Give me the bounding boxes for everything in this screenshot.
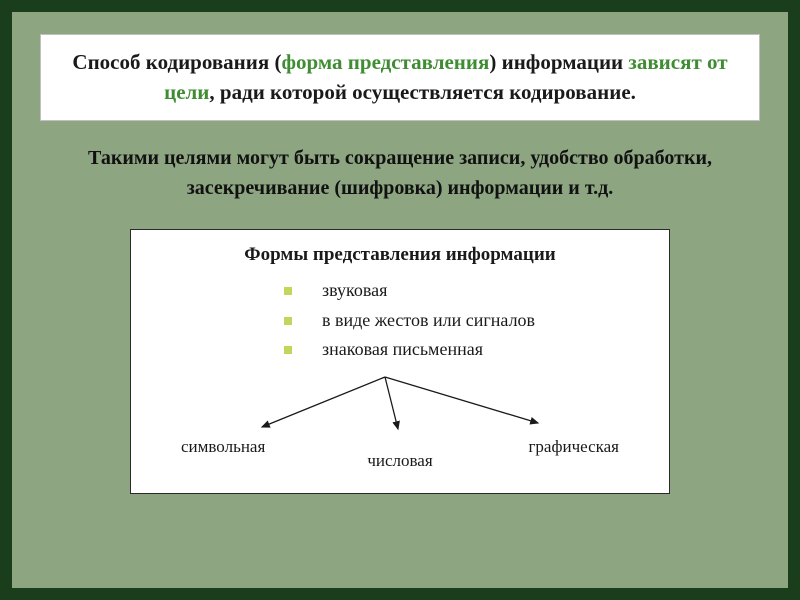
header-seg-2-accent: форма представления bbox=[281, 50, 489, 74]
tree-leaf: числовая bbox=[327, 437, 473, 471]
header-box: Способ кодирования (форма представления)… bbox=[40, 34, 760, 121]
bullet-item: звуковая bbox=[284, 276, 651, 306]
info-title: Формы представления информации bbox=[149, 244, 651, 266]
header-seg-5: , ради которой осуществляется кодировани… bbox=[209, 80, 636, 104]
tree-leaf: графическая bbox=[473, 437, 625, 471]
tree-arrows bbox=[210, 373, 590, 433]
bullet-item: знаковая письменная bbox=[284, 335, 651, 365]
tree-leaves-row: символьная числовая графическая bbox=[149, 437, 651, 471]
slide-canvas: Способ кодирования (форма представления)… bbox=[12, 12, 788, 588]
info-box: Формы представления информации звуковая … bbox=[130, 229, 670, 494]
header-seg-1: Способ кодирования ( bbox=[72, 50, 281, 74]
header-seg-3: ) информации bbox=[489, 50, 628, 74]
bullet-item: в виде жестов или сигналов bbox=[284, 306, 651, 336]
slide-outer-frame: Способ кодирования (форма представления)… bbox=[0, 0, 800, 600]
subtitle-text: Такими целями могут быть сокращение запи… bbox=[88, 147, 712, 199]
tree-leaf: символьная bbox=[175, 437, 327, 471]
header-text: Способ кодирования (форма представления)… bbox=[57, 47, 743, 108]
subtitle-block: Такими целями могут быть сокращение запи… bbox=[40, 143, 760, 203]
bullet-list: звуковая в виде жестов или сигналов знак… bbox=[284, 276, 651, 365]
